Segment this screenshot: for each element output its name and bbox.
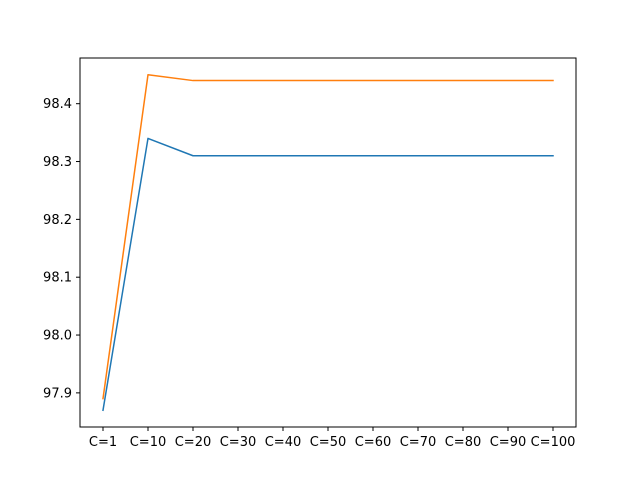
y-tick-label: 98.1 xyxy=(43,271,72,286)
x-tick-label: C=70 xyxy=(400,435,437,450)
y-tick-label: 98.0 xyxy=(43,329,72,344)
x-tick-label: C=20 xyxy=(175,435,212,450)
y-tick-label: 97.9 xyxy=(43,386,72,401)
x-axis: C=1 C=10 C=20 C=30 C=40 C=50 C=60 C=70 C=80 C=90 C… xyxy=(89,427,576,450)
y-tick-label: 98.3 xyxy=(43,155,72,170)
series-2-line xyxy=(102,74,554,400)
plot-area xyxy=(102,74,554,412)
series-1-line xyxy=(102,137,554,412)
x-tick-label: C=10 xyxy=(130,435,167,450)
y-axis: 97.9 98.0 98.1 98.2 98.3 98.4 xyxy=(43,97,80,401)
x-tick-label: C=30 xyxy=(220,435,257,450)
x-tick-label: C=60 xyxy=(355,435,392,450)
x-tick-label: C=90 xyxy=(490,435,527,450)
x-tick-label: C=100 xyxy=(531,435,576,450)
x-tick-label: C=50 xyxy=(310,435,347,450)
y-tick-label: 98.4 xyxy=(43,97,72,112)
x-tick-label: C=1 xyxy=(89,435,117,450)
y-tick-label: 98.2 xyxy=(43,213,72,228)
x-tick-label: C=80 xyxy=(445,435,482,450)
x-tick-label: C=40 xyxy=(265,435,302,450)
